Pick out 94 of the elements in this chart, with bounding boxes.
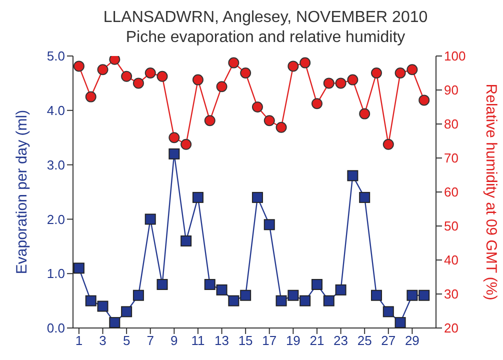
- point: [418, 290, 430, 301]
- y2-tick-label: 50: [444, 218, 458, 234]
- point: [109, 56, 120, 65]
- point: [228, 57, 240, 68]
- point: [276, 122, 287, 133]
- point: [252, 102, 263, 112]
- x-tick-label: 9: [170, 333, 178, 348]
- point: [168, 132, 180, 144]
- point: [216, 284, 228, 296]
- point: [97, 64, 108, 76]
- point: [121, 70, 132, 82]
- x-tick-label: 15: [238, 333, 253, 348]
- chart-subtitle: Piche evaporation and relative humidity: [124, 28, 406, 48]
- point: [204, 278, 216, 290]
- y-tick-label: 4.0: [46, 103, 65, 118]
- point: [156, 278, 168, 290]
- point: [240, 290, 252, 301]
- point: [347, 74, 358, 86]
- point: [144, 214, 156, 225]
- point: [311, 98, 322, 110]
- point: [85, 91, 96, 102]
- point: [418, 94, 430, 106]
- point: [144, 68, 156, 78]
- y2-tick-label: 70: [444, 150, 458, 166]
- x-tick-label: 19: [286, 333, 300, 348]
- y-tick-label: 0.0: [46, 320, 65, 336]
- y2-axis-title: Relative humidity at 09 GMT (%): [482, 84, 500, 300]
- x-tick-label: 27: [381, 333, 396, 348]
- point: [97, 300, 108, 312]
- x-tick-label: 23: [334, 333, 348, 348]
- point: [382, 306, 394, 318]
- x-tick-label: 25: [357, 333, 372, 348]
- point: [192, 192, 204, 203]
- point: [168, 148, 180, 160]
- point: [288, 60, 299, 72]
- point: [300, 295, 311, 306]
- point: [228, 295, 240, 306]
- x-tick-label: 17: [262, 333, 277, 348]
- point: [394, 68, 406, 78]
- y-tick-label: 3.0: [46, 157, 65, 172]
- point: [323, 295, 334, 306]
- point: [240, 68, 252, 78]
- point: [73, 262, 84, 274]
- x-tick-label: 7: [146, 333, 154, 348]
- point: [335, 284, 346, 296]
- y-axis-title: Evaporation per day (ml): [13, 110, 30, 274]
- point: [276, 295, 287, 306]
- point: [180, 138, 192, 150]
- x-tick-label: 3: [99, 333, 106, 348]
- point: [382, 138, 394, 150]
- point: [109, 317, 120, 328]
- x-tick-label: 11: [191, 333, 205, 348]
- y-tick-label: 5.0: [46, 48, 65, 64]
- point: [406, 64, 418, 76]
- point: [323, 78, 334, 89]
- point: [85, 295, 96, 306]
- point: [73, 60, 84, 72]
- point: [335, 78, 346, 89]
- point: [216, 81, 228, 92]
- x-tick-label: 5: [122, 333, 130, 348]
- y2-tick-label: 60: [444, 184, 458, 200]
- point: [311, 278, 322, 290]
- y2-tick-label: 20: [444, 320, 458, 336]
- point: [406, 290, 418, 301]
- point: [132, 78, 144, 89]
- point: [204, 115, 216, 126]
- point: [180, 235, 192, 246]
- point: [132, 290, 144, 301]
- y2-tick-label: 40: [444, 252, 458, 268]
- point: [264, 219, 275, 230]
- point: [192, 74, 204, 86]
- point: [370, 68, 382, 78]
- point: [121, 306, 132, 318]
- point: [264, 115, 275, 126]
- y-tick-label: 1.0: [46, 266, 65, 282]
- point: [359, 192, 370, 203]
- point: [370, 290, 382, 301]
- y-tick-label: 2.0: [46, 212, 65, 227]
- point: [156, 70, 168, 82]
- chart-title: LLANSADWRN, Anglesey, NOVEMBER 2010: [102, 8, 429, 28]
- point: [300, 57, 311, 68]
- x-tick-label: 21: [310, 333, 324, 348]
- point: [347, 170, 358, 182]
- point: [288, 290, 299, 301]
- point: [359, 108, 370, 120]
- y2-tick-label: 100: [444, 48, 466, 64]
- y2-tick-label: 80: [444, 116, 458, 132]
- x-tick-label: 13: [214, 333, 230, 348]
- x-tick-label: 1: [75, 333, 83, 348]
- x-tick-label: 29: [404, 333, 420, 348]
- y2-tick-label: 30: [444, 286, 458, 302]
- point: [394, 317, 406, 328]
- y2-tick-label: 90: [444, 82, 458, 98]
- point: [252, 192, 263, 203]
